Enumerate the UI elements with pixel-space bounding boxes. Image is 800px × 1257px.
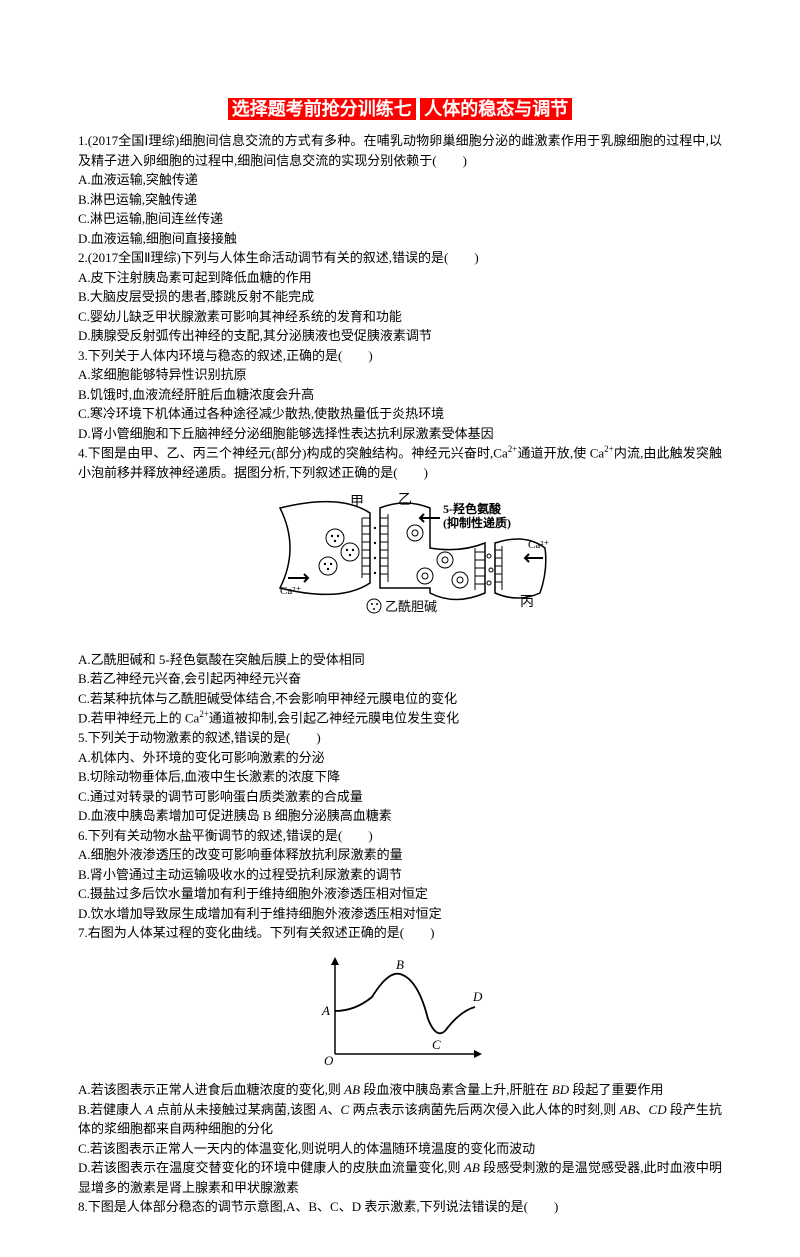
q1-option-b: B.淋巴运输,突触传递 [78,190,722,210]
graph-origin: O [324,1053,334,1068]
q7b-c: C [341,1102,350,1117]
q2-stem: 2.(2017全国Ⅱ理综)下列与人体生命活动调节有关的叙述,错误的是( ) [78,248,722,268]
label-ca1: Ca²⁺ [280,585,302,597]
label-inhib: (抑制性递质) [443,515,511,530]
q4-option-b: B.若乙神经元兴奋,会引起丙神经元兴奋 [78,669,722,689]
ca-sup: 2+ [604,444,614,454]
graph-point-a: A [321,1003,330,1018]
label-5ht: 5-羟色氨酸 [443,501,502,516]
q4-d-part1: D.若甲神经元上的 Ca [78,711,199,726]
q6-stem: 6.下列有关动物水盐平衡调节的叙述,错误的是( ) [78,826,722,846]
q6-option-b: B.肾小管通过主动运输吸收水的过程受抗利尿激素的调节 [78,865,722,885]
q5-option-b: B.切除动物垂体后,血液中生长激素的浓度下降 [78,767,722,787]
q7a-1: A.若该图表示正常人进食后血糖浓度的变化,则 [78,1082,344,1097]
q4-stem-part1: 4.下图是由甲、乙、丙三个神经元(部分)构成的突触结构。神经元兴奋时,Ca [78,445,508,460]
q2-option-a: A.皮下注射胰岛素可起到降低血糖的作用 [78,268,722,288]
q2-option-d: D.胰腺受反射弧传出神经的支配,其分泌胰液也受促胰液素调节 [78,326,722,346]
ca-sup: 2+ [199,709,209,719]
q1-stem: 1.(2017全国Ⅰ理综)细胞间信息交流的方式有多种。在哺乳动物卵巢细胞分泌的雌… [78,131,722,170]
graph-point-b: B [396,957,404,972]
q6-option-c: C.摄盐过多后饮水量增加有利于维持细胞外液渗透压相对恒定 [78,884,722,904]
q2-option-b: B.大脑皮层受损的患者,膝跳反射不能完成 [78,287,722,307]
q3-option-c: C.寒冷环境下机体通过各种途径减少散热,使散热量低于炎热环境 [78,404,722,424]
q1-option-c: C.淋巴运输,胞间连丝传递 [78,209,722,229]
q7b-cd: CD [649,1102,667,1117]
q1-option-d: D.血液运输,细胞间直接接触 [78,229,722,249]
q7-option-a: A.若该图表示正常人进食后血糖浓度的变化,则 AB 段血液中胰岛素含量上升,肝脏… [78,1080,722,1100]
q7-stem: 7.右图为人体某过程的变化曲线。下列有关叙述正确的是( ) [78,923,722,943]
q3-option-d: D.肾小管细胞和下丘脑神经分泌细胞能够选择性表达抗利尿激素受体基因 [78,424,722,444]
title-highlight-2: 人体的稳态与调节 [420,98,572,120]
label-jia: 甲 [350,495,364,510]
q5-option-d: D.血液中胰岛素增加可促进胰岛 B 细胞分泌胰高血糖素 [78,806,722,826]
q5-option-a: A.机体内、外环境的变化可影响激素的分泌 [78,748,722,768]
q7-graph: A B C D O [78,949,722,1075]
q4-option-a: A.乙酰胆碱和 5-羟色氨酸在突触后膜上的受体相同 [78,650,722,670]
page-title: 选择题考前抢分训练七 人体的稳态与调节 [78,96,722,123]
q4-stem: 4.下图是由甲、乙、丙三个神经元(部分)构成的突触结构。神经元兴奋时,Ca2+通… [78,443,722,482]
label-bing: 丙 [520,595,534,610]
q7a-2: 段血液中胰岛素含量上升,肝脏在 [360,1082,552,1097]
graph-point-c: C [432,1037,441,1052]
q7-option-d: D.若该图表示在温度交替变化的环境中健康人的皮肤血流量变化,则 AB 段感受刺激… [78,1158,722,1197]
q7b-2: 点前从未接触过某病菌,该图 [153,1102,319,1117]
q8-stem: 8.下图是人体部分稳态的调节示意图,A、B、C、D 表示激素,下列说法错误的是(… [78,1197,722,1217]
q4-diagram: 甲 Ca²⁺ 乙 5-羟色氨 [78,488,722,644]
q7b-ab: AB [620,1102,636,1117]
q4-d-part2: 通道被抑制,会引起乙神经元膜电位发生变化 [209,711,459,726]
q3-stem: 3.下列关于人体内环境与稳态的叙述,正确的是( ) [78,346,722,366]
title-highlight-1: 选择题考前抢分训练七 [228,98,416,120]
q4-stem-part2: 通道开放,使 Ca [517,445,604,460]
q7b-3: 两点表示该病菌先后两次侵入此人体的时刻,则 [349,1102,619,1117]
label-ca2: Ca²⁺ [528,539,550,551]
q6-option-a: A.细胞外液渗透压的改变可影响垂体释放抗利尿激素的量 [78,845,722,865]
q6-option-d: D.饮水增加导致尿生成增加有利于维持细胞外液渗透压相对恒定 [78,904,722,924]
q7d-ab: AB [464,1160,480,1175]
q5-option-c: C.通过对转录的调节可影响蛋白质类激素的合成量 [78,787,722,807]
ca-sup: 2+ [508,444,518,454]
q3-option-b: B.饥饿时,血液流经肝脏后血糖浓度会升高 [78,385,722,405]
synapse-diagram-svg: 甲 Ca²⁺ 乙 5-羟色氨 [250,488,550,638]
q2-option-c: C.婴幼儿缺乏甲状腺激素可影响其神经系统的发育和功能 [78,307,722,327]
q5-stem: 5.下列关于动物激素的叙述,错误的是( ) [78,728,722,748]
q7d-1: D.若该图表示在温度交替变化的环境中健康人的皮肤血流量变化,则 [78,1160,464,1175]
document-page: 选择题考前抢分训练七 人体的稳态与调节 1.(2017全国Ⅰ理综)细胞间信息交流… [0,0,800,1257]
q1-option-a: A.血液运输,突触传递 [78,170,722,190]
q7a-3: 段起了重要作用 [569,1082,663,1097]
label-yi: 乙 [398,492,412,508]
q7-option-c: C.若该图表示正常人一天内的体温变化,则说明人的体温随环境温度的变化而波动 [78,1139,722,1159]
q7b-1: B.若健康人 [78,1102,145,1117]
curve-graph-svg: A B C D O [310,949,490,1069]
q7a-bd: BD [552,1082,569,1097]
q7-option-b: B.若健康人 A 点前从未接触过某病菌,该图 A、C 两点表示该病菌先后两次侵入… [78,1100,722,1139]
q4-option-c: C.若某种抗体与乙酰胆碱受体结合,不会影响甲神经元膜电位的变化 [78,689,722,709]
graph-point-d: D [472,989,483,1004]
q7b-ac: A [319,1102,327,1117]
q4-option-d: D.若甲神经元上的 Ca2+通道被抑制,会引起乙神经元膜电位发生变化 [78,708,722,728]
label-ach: 乙酰胆碱 [385,599,437,614]
q7a-ab: AB [344,1082,360,1097]
q3-option-a: A.浆细胞能够特异性识别抗原 [78,365,722,385]
